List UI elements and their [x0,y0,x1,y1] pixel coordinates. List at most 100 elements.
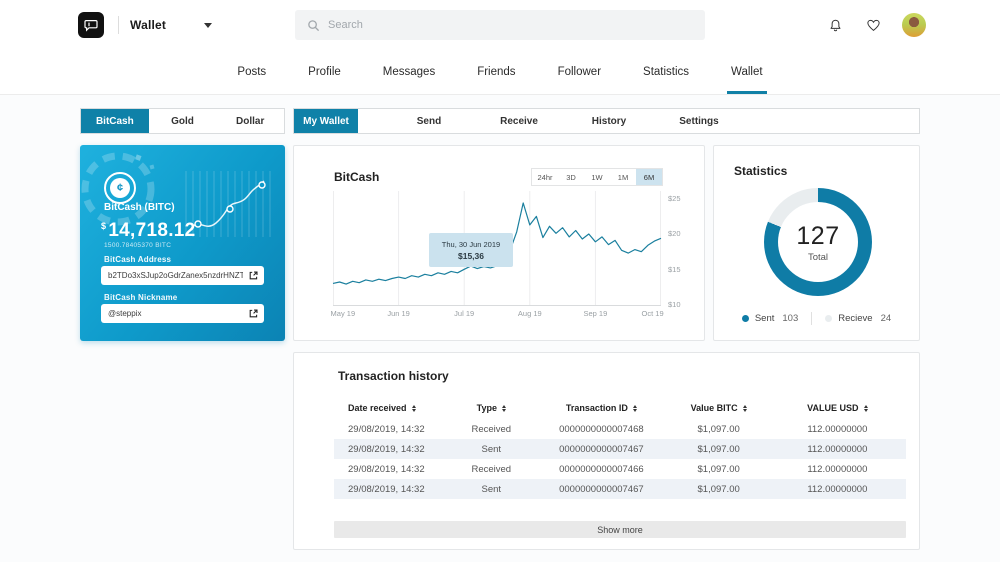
recieve-dot-icon [825,315,833,322]
legend-item-recieve: Recieve 24 [825,313,891,324]
legend-sent-value: 103 [782,313,799,324]
tooltip-value: $15,36 [458,250,484,261]
currency-tab-dollar[interactable]: Dollar [236,115,265,127]
table-row[interactable]: 29/08/2019, 14:32 Received 0000000000007… [334,459,906,479]
price-chart-panel: BitCash 24hr 3D 1W 1M 6M Thu, 30 Jun 201… [293,145,705,341]
app-switcher[interactable]: Wallet [130,14,212,36]
cell-value-usd: 112.00000000 [807,423,868,435]
user-avatar[interactable] [902,13,926,37]
transactions-title: Transaction history [338,369,449,383]
currency-symbol: $ [101,220,107,231]
external-link-icon [249,309,258,318]
cell-value-bitc: $1,097.00 [697,483,740,495]
cell-value-usd: 112.00000000 [807,463,868,475]
tooltip-date: Thu, 30 Jun 2019 [441,239,501,249]
range-24hr[interactable]: 24hr [532,169,558,185]
wallet-tab-history[interactable]: History [591,115,627,127]
cell-value-bitc: $1,097.00 [697,423,740,435]
balance-bitc: 1500.78405370 BITC [104,242,172,249]
transaction-history-panel: Transaction history Date received Type T… [293,352,920,550]
donut-total: 127 [796,221,840,250]
cell-value-bitc: $1,097.00 [697,443,740,455]
col-value-usd: VALUE USD [769,397,906,419]
search-bar [295,10,705,40]
tab-follower[interactable]: Follower [557,66,602,78]
favorites-button[interactable] [864,16,882,34]
sort-icon[interactable] [863,404,868,413]
coin-icon: ¢ [104,172,136,204]
legend-item-sent: Sent 103 [741,313,799,324]
chart-title: BitCash [334,170,380,184]
cell-type: Received [471,423,512,435]
balance-amount: $14,718.12 [101,220,196,241]
table-header-row: Date received Type Transaction ID Value … [334,397,906,419]
app-switcher-label: Wallet [130,18,167,32]
range-1w[interactable]: 1W [584,169,610,185]
heart-icon [866,19,880,31]
price-line-chart[interactable]: Thu, 30 Jun 2019 $15,36 [333,191,661,306]
external-link-icon [249,271,258,280]
cell-date: 29/08/2019, 14:32 [348,483,425,495]
range-1m[interactable]: 1M [610,169,636,185]
table-row[interactable]: 29/08/2019, 14:32 Sent 0000000000007467 … [334,479,906,499]
tab-wallet[interactable]: Wallet [727,50,767,94]
cell-type: Received [471,463,512,475]
cell-value-usd: 112.00000000 [807,443,868,455]
cell-transaction-id: 0000000000007467 [559,483,644,495]
wallet-tab-settings[interactable]: Settings [679,115,719,127]
sort-icon[interactable] [632,404,637,413]
address-label: BitCash Address [104,255,172,264]
wallet-tab-receive[interactable]: Receive [500,115,538,127]
col-value-bitc: Value BITC [669,397,769,419]
address-open-button[interactable] [247,270,259,282]
address-input[interactable] [108,271,243,280]
bell-icon [830,19,840,31]
legend-divider [811,312,813,325]
main-nav: Posts Profile Messages Friends Follower … [0,50,1000,95]
cell-transaction-id: 0000000000007468 [559,423,644,435]
sort-icon[interactable] [501,404,506,413]
col-transaction-id: Transaction ID [534,397,668,419]
range-3d[interactable]: 3D [558,169,584,185]
tab-profile[interactable]: Profile [308,66,341,78]
currency-tabs: BitCash Gold Dollar [80,108,285,134]
notifications-button[interactable] [826,16,844,34]
wallet-tab-my-wallet[interactable]: My Wallet [294,109,358,133]
statistics-panel: Statistics 127 Total Sent 103 Recieve 24 [713,145,920,341]
table-row[interactable]: 29/08/2019, 14:32 Sent 0000000000007467 … [334,439,906,459]
tab-posts[interactable]: Posts [237,66,267,78]
currency-tab-bitcash[interactable]: BitCash [81,109,149,133]
address-field [101,266,264,285]
coin-name: BitCash (BITC) [104,202,175,213]
wallet-page: BitCash Gold Dollar My Wallet Send Recei… [0,95,1000,562]
app-logo[interactable] [78,12,104,38]
donut-total-label: Total [807,251,829,263]
time-range-selector: 24hr 3D 1W 1M 6M [531,168,663,186]
cell-date: 29/08/2019, 14:32 [348,443,425,455]
show-more-button[interactable]: Show more [334,521,906,538]
legend-sent-label: Sent [754,313,775,324]
tab-statistics[interactable]: Statistics [643,66,690,78]
x-axis-labels: May 19 Jun 19 Jul 19 Aug 19 Sep 19 Oct 19 [330,309,664,318]
nickname-label: BitCash Nickname [104,293,178,302]
donut-chart: 127 Total [764,188,872,296]
tab-messages[interactable]: Messages [382,66,436,78]
currency-tab-gold[interactable]: Gold [171,115,194,127]
table-row[interactable]: 29/08/2019, 14:32 Received 0000000000007… [334,419,906,439]
cell-type: Sent [481,443,502,455]
legend-recieve-value: 24 [880,313,892,324]
wallet-tab-send[interactable]: Send [416,115,442,127]
sort-icon[interactable] [742,404,747,413]
range-6m[interactable]: 6M [636,169,662,185]
cell-value-usd: 112.00000000 [807,483,868,495]
sort-icon[interactable] [411,404,416,413]
nickname-input[interactable] [108,309,243,318]
col-type: Type [448,397,534,419]
nickname-open-button[interactable] [247,308,259,320]
nickname-field [101,304,264,323]
tab-friends[interactable]: Friends [477,66,516,78]
topbar-actions [826,13,926,37]
search-input[interactable] [328,19,693,31]
chevron-down-icon [204,22,212,28]
